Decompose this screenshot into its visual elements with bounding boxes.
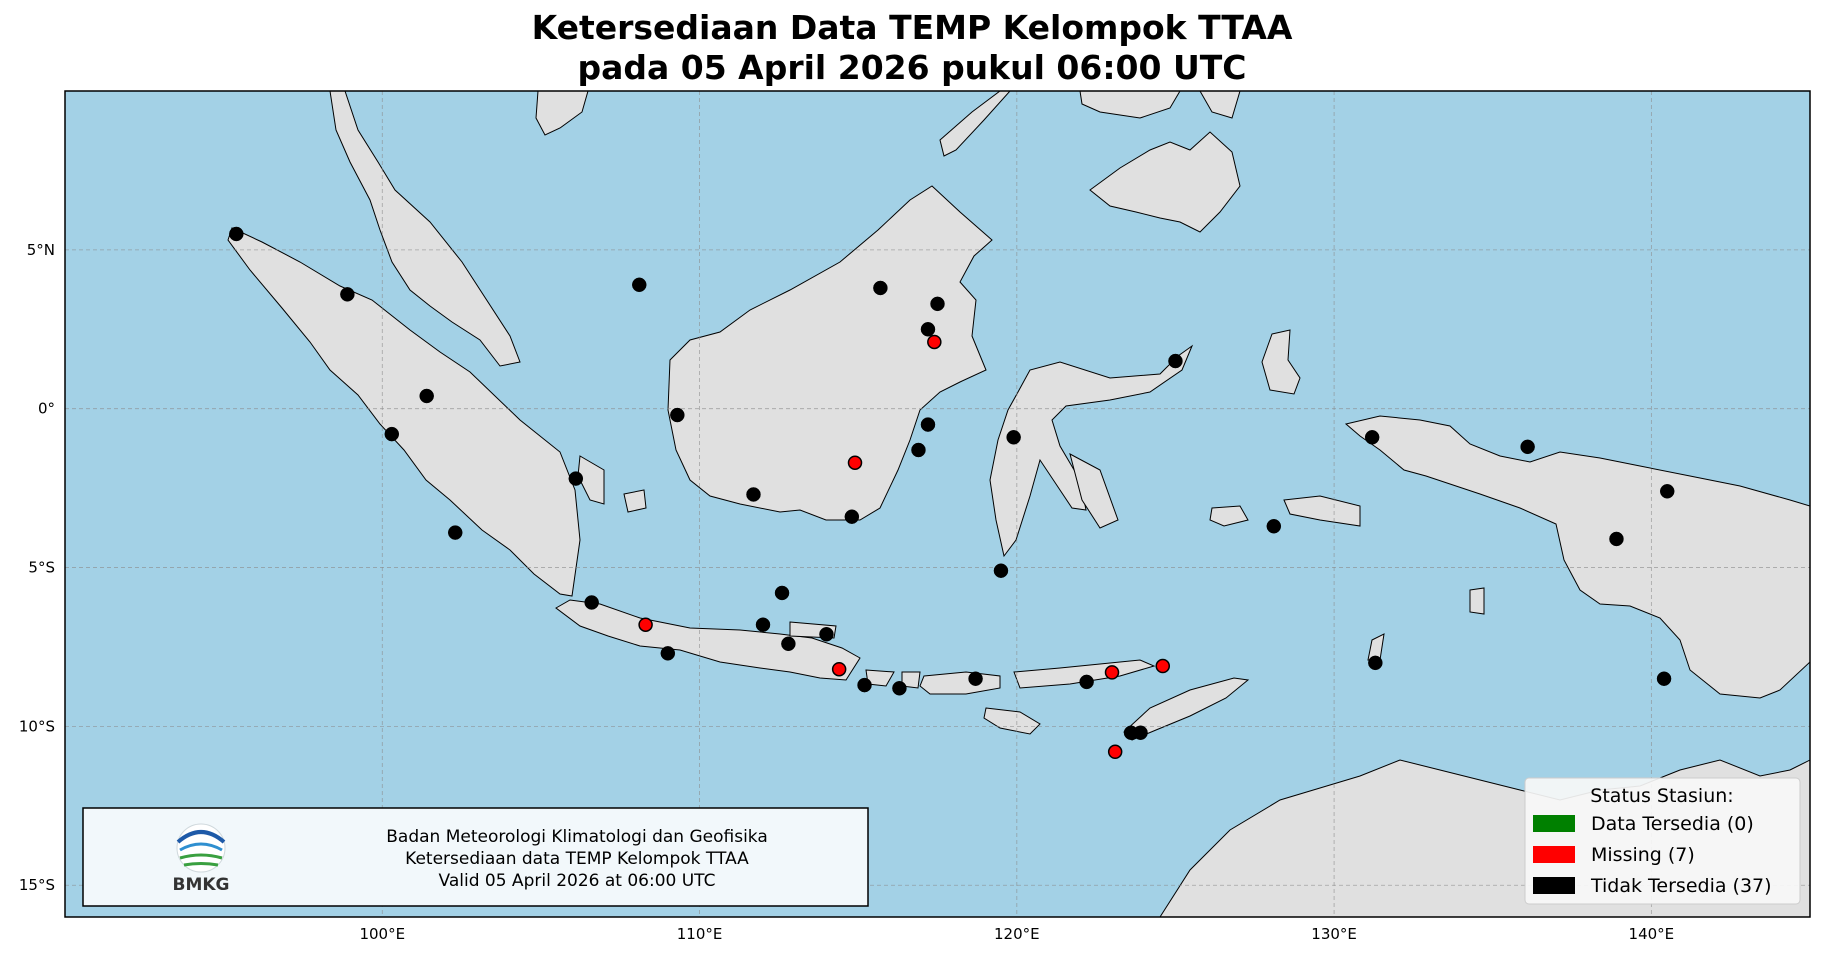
land-indochina: [535, 91, 589, 136]
map-frame: [64, 90, 1811, 918]
land-layer: [227, 91, 1810, 917]
land-sulawesi: [989, 344, 1194, 558]
station-marker-unavailable: [1368, 655, 1383, 671]
station-marker-missing: [1107, 744, 1123, 760]
station-marker-unavailable: [930, 296, 945, 312]
station-marker-unavailable: [1609, 531, 1624, 547]
station-marker-unavailable: [844, 509, 860, 524]
y-tick-label: 0°: [38, 400, 55, 418]
land-buru: [1209, 505, 1249, 527]
station-marker-unavailable: [873, 280, 888, 296]
station-marker-unavailable: [670, 407, 685, 423]
station-marker-unavailable: [746, 487, 761, 502]
station-marker-unavailable: [968, 671, 983, 686]
station-marker-unavailable: [1364, 430, 1380, 445]
station-marker-missing: [638, 617, 653, 632]
land-sulawesi-southeast: [1069, 453, 1119, 529]
station-marker-unavailable: [1006, 430, 1021, 445]
station-marker-missing: [927, 334, 942, 350]
land-lombok: [901, 671, 921, 689]
legend-swatch-available: [1533, 815, 1575, 832]
station-marker-unavailable: [1520, 439, 1535, 455]
legend-label-unavailable: Tidak Tersedia (37): [1590, 875, 1772, 897]
station-marker-missing: [847, 455, 863, 470]
station-marker-unavailable: [755, 617, 771, 632]
info-line-1: Badan Meteorologi Klimatologi dan Geofis…: [386, 827, 768, 847]
bmkg-logo-icon: [176, 823, 226, 873]
legend-label-missing: Missing (7): [1591, 844, 1695, 866]
legend-frame: [1524, 777, 1801, 905]
station-marker-unavailable: [920, 322, 936, 337]
title-line-2: pada 05 April 2026 pukul 06:00 UTC: [577, 48, 1247, 87]
station-marker-unavailable: [384, 426, 400, 442]
title-line-1: Ketersediaan Data TEMP Kelompok TTAA: [531, 8, 1293, 47]
legend-swatch-unavailable: [1533, 877, 1575, 894]
land-samar: [1199, 91, 1241, 119]
y-tick-label: 10°S: [19, 717, 55, 735]
x-tick-label: 130°E: [1311, 925, 1357, 943]
x-tick-label: 120°E: [994, 925, 1040, 943]
info-line-3: Valid 05 April 2026 at 06:00 UTC: [439, 871, 716, 891]
station-marker-missing: [1155, 658, 1171, 674]
legend-swatch-missing: [1533, 846, 1575, 863]
legend-title: Status Stasiun:: [1590, 785, 1733, 807]
info-line-2: Ketersediaan data TEMP Kelompok TTAA: [405, 849, 749, 869]
land-visayas: [1079, 91, 1181, 119]
station-marker-unavailable: [857, 677, 872, 693]
station-marker-unavailable: [892, 681, 907, 696]
station-marker-unavailable: [632, 277, 647, 293]
y-tick-label: 5°S: [28, 559, 55, 577]
info-box: BMKG Badan Meteorologi Klimatologi dan G…: [82, 807, 869, 907]
land-halmahera: [1261, 329, 1301, 395]
map-title: Ketersediaan Data TEMP Kelompok TTAA pad…: [0, 8, 1824, 88]
station-marker-unavailable: [781, 636, 796, 652]
land-aru: [1469, 587, 1485, 615]
land-new-guinea: [1344, 415, 1810, 699]
x-tick-label: 110°E: [677, 925, 723, 943]
station-marker-missing: [1104, 665, 1120, 680]
station-marker-unavailable: [340, 287, 355, 302]
land-flores: [1013, 659, 1156, 689]
y-tick-label: 5°N: [27, 241, 55, 259]
station-marker-unavailable: [1133, 725, 1148, 740]
station-marker-unavailable: [1656, 671, 1672, 686]
station-marker-unavailable: [1168, 353, 1183, 369]
station-marker-unavailable: [419, 388, 434, 404]
station-marker-unavailable: [911, 442, 926, 458]
legend: Status Stasiun: Data Tersedia (0) Missin…: [1524, 777, 1801, 905]
land-sumatra: [227, 227, 581, 597]
axis-ticks: 100°E 110°E 120°E 130°E 140°E 5°N 0° 5°S 10°S 15°…: [19, 241, 1674, 943]
station-marker-unavailable: [1266, 518, 1282, 534]
land-mindanao: [1089, 131, 1241, 233]
station-marker-unavailable: [774, 585, 790, 601]
land-malay-peninsula: [329, 91, 521, 367]
bmkg-logo-text: BMKG: [172, 875, 229, 895]
station-marker-missing: [831, 661, 847, 677]
station-marker-unavailable: [660, 646, 676, 661]
station-marker-unavailable: [819, 627, 834, 642]
land-borneo: [667, 185, 993, 521]
station-marker-unavailable: [568, 471, 584, 486]
land-belitung: [623, 489, 647, 513]
station-marker-unavailable: [447, 525, 463, 540]
station-marker-unavailable: [229, 226, 244, 242]
land-palawan: [939, 91, 1011, 157]
station-markers: [229, 226, 1675, 760]
station-marker-unavailable: [1079, 674, 1094, 690]
x-tick-label: 100°E: [359, 925, 405, 943]
land-sumba: [983, 707, 1041, 735]
station-marker-unavailable: [993, 563, 1009, 578]
station-marker-unavailable: [920, 417, 936, 432]
x-tick-label: 140°E: [1629, 925, 1675, 943]
station-marker-unavailable: [584, 595, 599, 610]
legend-label-available: Data Tersedia (0): [1591, 813, 1754, 835]
land-seram: [1283, 495, 1361, 527]
y-tick-label: 15°S: [19, 876, 55, 894]
station-marker-unavailable: [1659, 484, 1675, 499]
